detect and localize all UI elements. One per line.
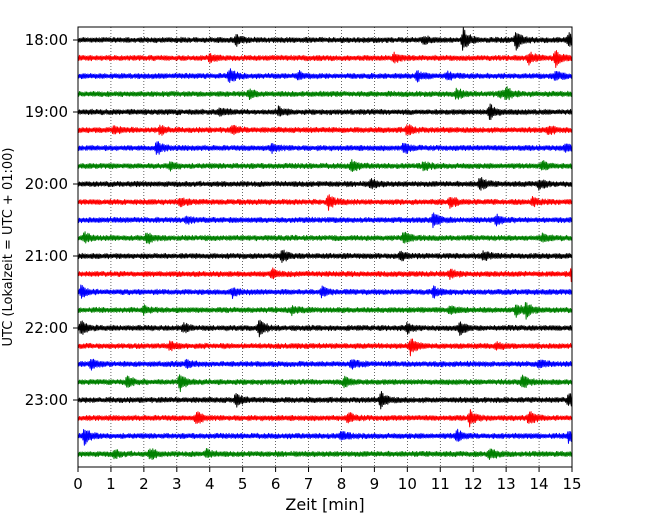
trace-2100: [77, 249, 573, 263]
x-tick-label: 15: [562, 475, 581, 493]
x-axis-ticks: 0 1 2 3 4 5 6 7 8 9 10 11 12 13 14 15: [73, 467, 582, 493]
y-tick-label: 19:00: [25, 103, 68, 121]
y-tick-label: 20:00: [25, 175, 68, 193]
trace-2330: [77, 428, 573, 446]
x-tick-label: 1: [106, 475, 116, 493]
y-tick-label: 21:00: [25, 247, 68, 265]
y-tick-label: 22:00: [25, 319, 68, 337]
x-tick-label: 13: [497, 475, 516, 493]
x-tick-label: 10: [398, 475, 417, 493]
x-tick-label: 4: [205, 475, 215, 493]
x-axis-label: Zeit [min]: [285, 495, 364, 514]
trace-1945: [77, 159, 573, 172]
trace-2045: [77, 231, 573, 245]
y-tick-label: 18:00: [25, 31, 68, 49]
trace-1830: [77, 68, 573, 83]
trace-1900: [77, 103, 573, 121]
trace-1930: [77, 141, 573, 155]
x-tick-label: 9: [370, 475, 380, 493]
x-tick-label: 0: [73, 475, 83, 493]
x-tick-label: 2: [139, 475, 149, 493]
x-tick-label: 6: [271, 475, 281, 493]
x-tick-label: 11: [431, 475, 450, 493]
x-tick-label: 8: [337, 475, 347, 493]
trace-group: [77, 27, 573, 461]
x-tick-label: 3: [172, 475, 182, 493]
trace-2300: [77, 391, 573, 410]
plot-frame: [77, 26, 573, 468]
trace-2030: [77, 212, 573, 229]
trace-1845: [77, 86, 573, 101]
trace-2145: [77, 302, 573, 320]
trace-2315: [77, 409, 573, 428]
trace-2115: [77, 265, 573, 283]
trace-2015: [77, 194, 573, 211]
trace-2000: [77, 177, 573, 191]
x-tick-label: 7: [304, 475, 314, 493]
trace-1915: [77, 124, 573, 136]
trace-1815: [77, 50, 573, 68]
x-tick-label: 12: [464, 475, 483, 493]
x-tick-label: 5: [238, 475, 248, 493]
trace-2345: [77, 447, 573, 461]
vertical-grid: [110, 27, 540, 467]
trace-2245: [77, 374, 573, 393]
y-tick-label: 23:00: [25, 391, 68, 409]
y-axis-label: UTC (Lokalzeit = UTC + 01:00): [1, 148, 16, 347]
trace-2215: [77, 338, 573, 357]
trace-2130: [77, 284, 573, 299]
x-tick-label: 14: [530, 475, 549, 493]
trace-1800: [77, 27, 573, 51]
y-axis-ticks: 18:00 19:00 20:00 21:00 22:00 23:00: [25, 31, 78, 409]
trace-2200: [77, 319, 573, 338]
trace-2230: [77, 358, 573, 371]
